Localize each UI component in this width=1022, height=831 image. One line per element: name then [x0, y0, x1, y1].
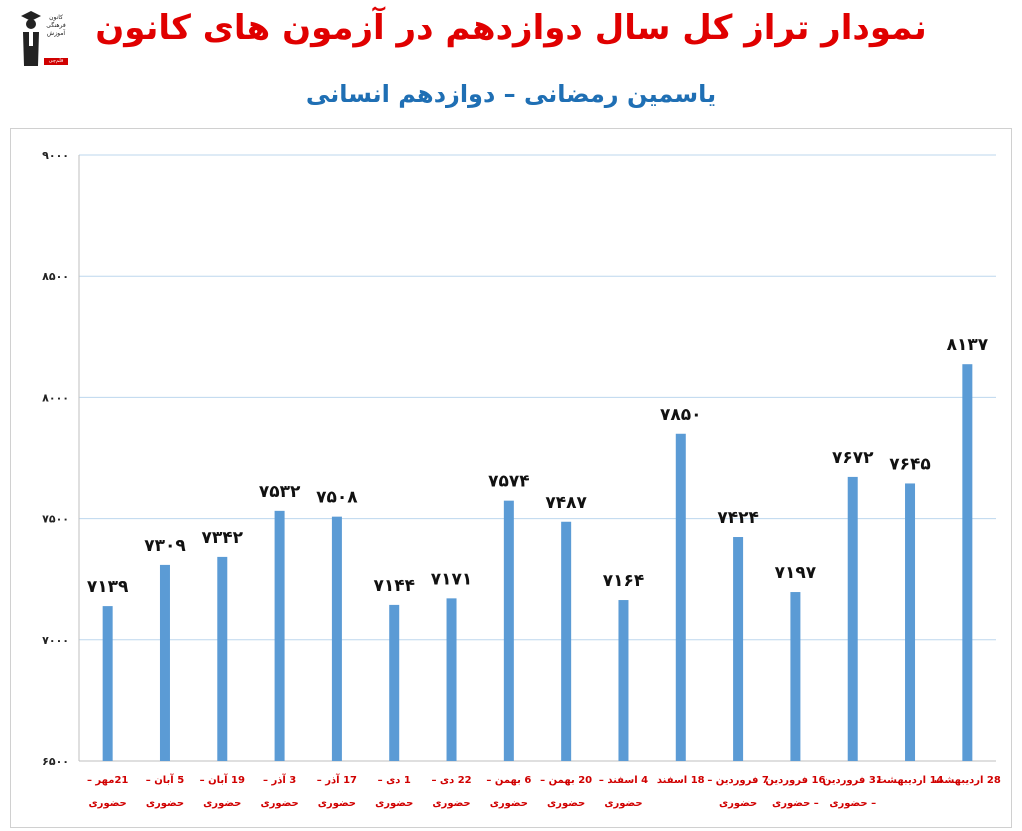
- logo-line: فرهنگی: [46, 22, 66, 29]
- bar: [790, 592, 801, 761]
- bar: [159, 564, 170, 761]
- x-tick-label: 5 آبان –: [146, 773, 184, 786]
- x-tick-label: حضوری: [432, 798, 470, 809]
- bar: [962, 364, 973, 761]
- x-tick-label: حضوری: [203, 798, 241, 809]
- bar: [503, 500, 514, 761]
- x-tick-label: حضوری: [318, 798, 356, 809]
- bar: [389, 604, 400, 761]
- data-label: ۷۵۳۲: [259, 482, 301, 502]
- x-tick-label: حضوری: [89, 798, 127, 809]
- bar: [847, 476, 858, 761]
- y-tick-label: ۷۰۰۰: [42, 634, 69, 647]
- x-tick-label: – حضوری: [829, 798, 876, 809]
- x-tick-label: حضوری: [146, 798, 184, 809]
- logo-line: کانون: [49, 14, 63, 21]
- bar: [217, 556, 228, 761]
- x-tick-label: حضوری: [375, 798, 413, 809]
- x-tick-label: حضوری: [604, 798, 642, 809]
- x-tick-label: حضوری: [490, 798, 528, 809]
- bar: [618, 600, 629, 761]
- data-label: ۷۶۴۵: [889, 454, 931, 474]
- data-label: ۷۳۴۲: [202, 528, 244, 548]
- data-label: ۷۳۰۹: [144, 536, 186, 556]
- x-tick-label: 7 فروردین –: [707, 775, 769, 786]
- data-label: ۷۱۷۱: [431, 569, 473, 589]
- chart-area: ۶۵۰۰ ۷۰۰۰ ۷۵۰۰ ۸۰۰۰ ۸۵۰۰ ۹۰۰۰ ۷۱۳۹ 21مهر – حضوری…: [10, 128, 1012, 828]
- data-label: ۷۵۷۴: [488, 472, 530, 492]
- data-label: ۸۱۳۷: [947, 335, 989, 355]
- x-tick-label: 21مهر –: [87, 775, 128, 786]
- x-tick-label: 22 دی –: [431, 775, 471, 786]
- logo-tag: قلم‌چی: [44, 58, 68, 65]
- data-label: ۷۴۸۷: [545, 493, 587, 513]
- chart-title: نمودار تراز کل سال دوازدهم در آزمون های …: [95, 8, 927, 48]
- x-tick-label: حضوری: [547, 798, 585, 809]
- chart-subtitle: یاسمین رمضانی – دوازدهم انسانی: [305, 80, 717, 108]
- kanoon-logo: کانون فرهنگی آموزش قلم‌چی: [20, 8, 70, 68]
- data-label: ۷۵۰۸: [316, 488, 358, 508]
- x-tick-label: 16 فروردین: [765, 775, 825, 786]
- bar: [561, 521, 572, 761]
- x-tick-label: 6 بهمن –: [486, 775, 531, 786]
- bar: [733, 537, 744, 761]
- data-label: ۷۱۶۴: [603, 571, 645, 591]
- graduate-icon: [21, 11, 41, 66]
- logo-text: کانون فرهنگی آموزش: [42, 14, 70, 38]
- y-tick-label: ۶۵۰۰: [42, 755, 69, 768]
- y-tick-label: ۸۰۰۰: [42, 391, 69, 404]
- x-tick-label: 3 آذر –: [263, 773, 296, 786]
- bar: [331, 516, 342, 761]
- bar: [905, 483, 916, 761]
- x-tick-label: 14 اردیبهشت: [877, 775, 944, 786]
- logo-line: آموزش: [46, 30, 66, 37]
- x-tick-label: 18 اسفند: [657, 775, 705, 786]
- x-tick-label: – حضوری: [772, 798, 819, 809]
- data-label: ۷۱۳۹: [87, 577, 129, 597]
- x-tick-label: 19 آبان –: [200, 773, 245, 786]
- data-label: ۷۴۲۴: [717, 508, 759, 528]
- bar: [102, 606, 113, 761]
- x-tick-label: حضوری: [719, 798, 757, 809]
- bar: [675, 433, 686, 761]
- x-tick-label: 31 فروردین: [823, 775, 883, 786]
- bar-chart: ۶۵۰۰ ۷۰۰۰ ۷۵۰۰ ۸۰۰۰ ۸۵۰۰ ۹۰۰۰ ۷۱۳۹ 21مهر – حضوری…: [42, 149, 1001, 809]
- data-label: ۷۶۷۲: [832, 448, 874, 468]
- x-tick-label: 17 آذر –: [317, 773, 357, 786]
- y-tick-label: ۷۵۰۰: [42, 513, 69, 526]
- x-tick-label: حضوری: [260, 798, 298, 809]
- bar: [274, 510, 285, 761]
- x-tick-label: 4 اسفند –: [599, 775, 648, 786]
- y-tick-label: ۹۰۰۰: [42, 149, 69, 162]
- bar: [446, 598, 457, 761]
- x-tick-label: 1 دی –: [378, 775, 411, 786]
- y-tick-label: ۸۵۰۰: [42, 270, 69, 283]
- data-label: ۷۱۴۴: [373, 576, 415, 596]
- data-label: ۷۸۵۰: [660, 405, 702, 425]
- x-tick-label: 20 بهمن –: [540, 775, 592, 786]
- x-tick-label: 28 اردیبهشت: [934, 775, 1001, 786]
- data-label: ۷۱۹۷: [775, 563, 817, 583]
